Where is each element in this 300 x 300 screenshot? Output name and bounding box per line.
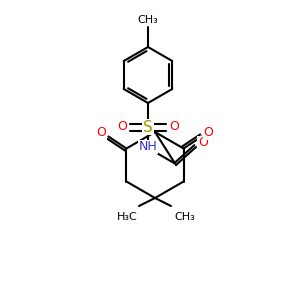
Text: O: O [204, 126, 214, 139]
Text: O: O [117, 121, 127, 134]
Text: O: O [198, 136, 208, 149]
Text: CH₃: CH₃ [138, 15, 158, 25]
Text: CH₃: CH₃ [175, 212, 195, 222]
Text: O: O [169, 121, 179, 134]
Text: O: O [97, 126, 106, 139]
Text: S: S [143, 119, 153, 134]
Text: NH: NH [139, 140, 158, 154]
Text: H₃C: H₃C [117, 212, 137, 222]
